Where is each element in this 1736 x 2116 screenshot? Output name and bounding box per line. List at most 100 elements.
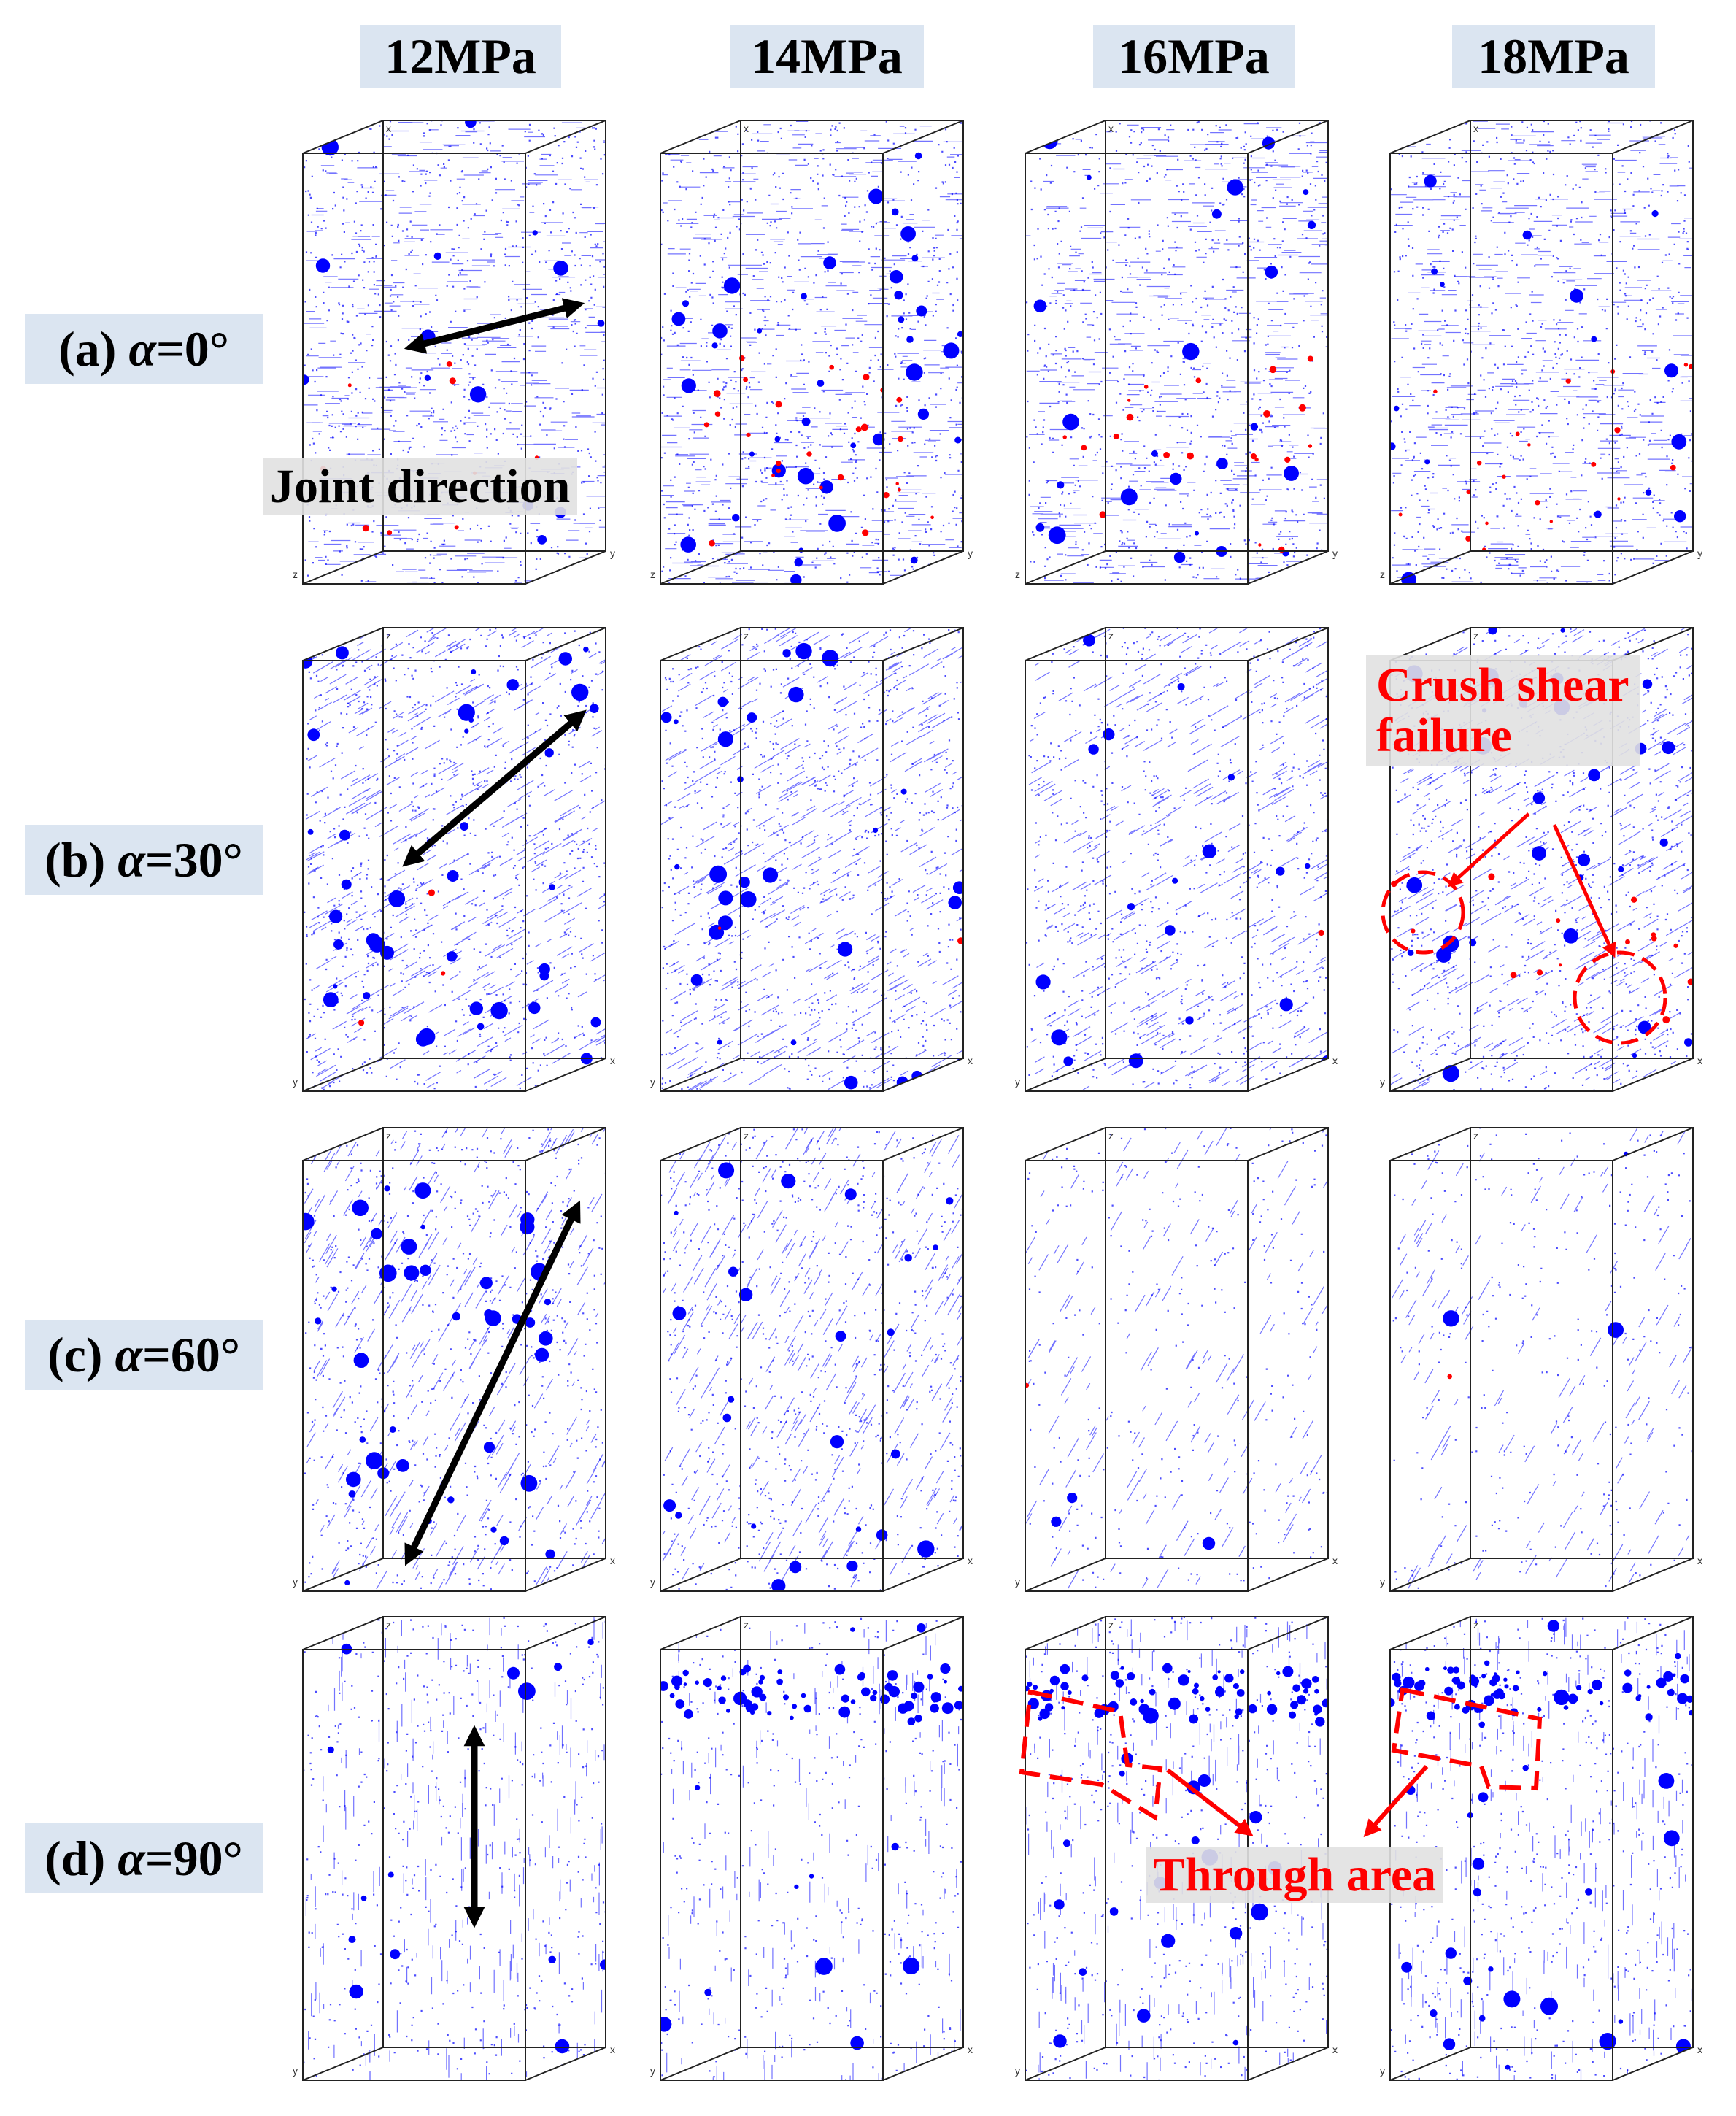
crush-shear-failure-label: Crush shear failure: [1366, 655, 1640, 766]
crush-zone-circle-1: [1381, 870, 1465, 955]
axis-label: y: [650, 1576, 655, 1588]
through-leader-2: [1363, 1765, 1429, 1838]
specimen-box: [1025, 627, 1329, 1092]
axis-label: x: [1108, 123, 1114, 134]
axis-label: z: [744, 630, 749, 642]
specimen-r3-c3: z y x: [1015, 1127, 1338, 1592]
crack-scatter: [660, 120, 963, 584]
specimen-box: [1389, 1127, 1694, 1592]
axis-label: z: [1380, 569, 1385, 580]
crack-scatter: [1390, 1617, 1693, 2080]
crack-scatter: [1025, 1617, 1328, 2080]
axis-label: x: [1332, 1555, 1338, 1566]
joint-direction-label: Joint direction: [263, 458, 578, 515]
joint-direction-arrow-1: [404, 298, 585, 354]
specimen-r4-c2: z y x: [650, 1616, 973, 2081]
through-area-box-1: [1019, 1689, 1163, 1822]
specimen-r2-c2: z y x: [650, 627, 973, 1092]
specimen-r2-c3: z y x: [1015, 627, 1338, 1092]
row-header-d: (d) α =90°: [25, 1823, 263, 1893]
axis-label: z: [1473, 1619, 1478, 1631]
specimen-r1-c4: x z y: [1380, 120, 1702, 585]
crack-scatter: [1390, 120, 1693, 584]
axis-label: x: [1697, 2044, 1702, 2055]
axis-label: y: [1380, 1576, 1385, 1588]
through-area-label: Through area: [1146, 1847, 1444, 1904]
crush-zone-circle-2: [1573, 950, 1667, 1045]
specimen-box: [302, 120, 606, 585]
axis-label: z: [1473, 1130, 1478, 1142]
axis-label: x: [610, 2044, 615, 2055]
crush-leader-1: [1448, 812, 1530, 888]
axis-label: y: [1015, 1576, 1020, 1588]
axis-label: y: [1332, 547, 1338, 559]
axis-label: z: [293, 569, 298, 580]
axis-label: z: [386, 1619, 391, 1631]
specimen-r4-c4: z y x: [1380, 1616, 1702, 2081]
column-header-14mpa: 14MPa: [730, 25, 924, 88]
specimen-r1-c1: x z y: [293, 120, 615, 585]
axis-label: y: [1380, 1076, 1385, 1088]
axis-label: x: [968, 2044, 973, 2055]
axis-label: y: [650, 2065, 655, 2077]
axis-label: x: [968, 1555, 973, 1566]
axis-label: z: [650, 569, 655, 580]
specimen-r4-c3: z y x: [1015, 1616, 1338, 2081]
axis-label: x: [968, 1055, 973, 1066]
specimen-box: [1025, 120, 1329, 585]
column-header-18mpa: 18MPa: [1452, 25, 1655, 88]
crack-scatter: [303, 1128, 606, 1591]
axis-label: x: [1473, 123, 1478, 134]
axis-label: y: [610, 547, 615, 559]
specimen-box: [660, 1127, 964, 1592]
crack-scatter: [1025, 120, 1328, 584]
axis-label: z: [1108, 1619, 1114, 1631]
row-header-b: (b) α =30°: [25, 825, 263, 895]
crack-scatter: [303, 1617, 606, 2080]
axis-label: z: [386, 1130, 391, 1142]
axis-label: x: [1332, 1055, 1338, 1066]
specimen-r3-c4: z y x: [1380, 1127, 1702, 1592]
axis-label: y: [968, 547, 973, 559]
axis-label: y: [293, 2065, 298, 2077]
axis-label: z: [1108, 1130, 1114, 1142]
specimen-box: [1389, 120, 1694, 585]
specimen-box: [302, 627, 606, 1092]
axis-label: x: [744, 123, 749, 134]
column-header-12mpa: 12MPa: [360, 25, 561, 88]
axis-label: y: [1697, 547, 1702, 559]
specimen-box: [660, 1616, 964, 2081]
column-header-16mpa: 16MPa: [1093, 25, 1295, 88]
axis-label: x: [610, 1555, 615, 1566]
axis-label: z: [1015, 569, 1020, 580]
axis-label: x: [610, 1055, 615, 1066]
axis-label: x: [1332, 2044, 1338, 2055]
specimen-box: [302, 1127, 606, 1592]
joint-direction-arrow-3: [404, 1200, 581, 1566]
crack-scatter: [660, 1128, 963, 1591]
specimen-box: [1025, 1127, 1329, 1592]
axis-label: z: [744, 1619, 749, 1631]
crack-scatter: [660, 628, 963, 1091]
specimen-r3-c1: z y x: [293, 1127, 615, 1592]
axis-label: y: [1015, 1076, 1020, 1088]
axis-label: y: [1380, 2065, 1385, 2077]
crack-scatter: [660, 1617, 963, 2080]
specimen-r3-c2: z y x: [650, 1127, 973, 1592]
axis-label: z: [386, 630, 391, 642]
crush-leader-2: [1552, 823, 1616, 958]
specimen-box: [302, 1616, 606, 2081]
axis-label: x: [386, 123, 391, 134]
specimen-box: [660, 120, 964, 585]
axis-label: y: [1015, 2065, 1020, 2077]
specimen-r1-c3: x z y: [1015, 120, 1338, 585]
crack-scatter: [303, 628, 606, 1091]
axis-label: z: [744, 1130, 749, 1142]
crack-scatter: [1392, 1128, 1693, 1591]
through-leader-1: [1166, 1768, 1254, 1836]
crack-scatter: [1025, 1128, 1328, 1591]
axis-label: z: [1473, 630, 1478, 642]
row-header-a: (a) α =0°: [25, 314, 263, 384]
